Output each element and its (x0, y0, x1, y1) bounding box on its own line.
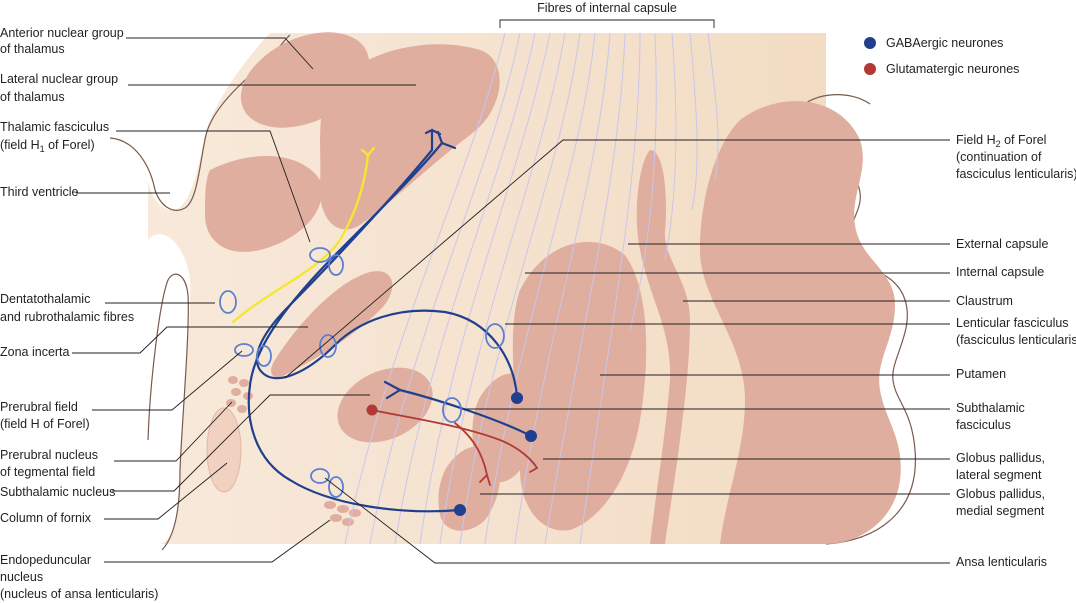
label-field-h2-1: Field H2 of Forel (956, 133, 1046, 149)
glutamatergic-pathway (371, 409, 538, 486)
label-ansa-lenticularis: Ansa lenticularis (956, 555, 1047, 569)
left-labels: Anterior nuclear group of thalamus Later… (0, 26, 416, 601)
medial-thalamus (205, 156, 322, 252)
label-prerubral-field-1: Prerubral field (0, 400, 78, 414)
gaba-neurone-1 (511, 392, 523, 404)
legend-gaba-swatch (864, 37, 876, 49)
lateral-nucleus (319, 44, 500, 230)
fibre-bundle-rings (219, 247, 505, 498)
label-prerubral-nucleus-2: of tegmental field (0, 465, 95, 479)
internal-capsule-header: Fibres of internal capsule (537, 1, 677, 15)
label-subthalamic-fasc-2: fasciculus (956, 418, 1011, 432)
label-gp-medial-1: Globus pallidus, (956, 487, 1045, 501)
label-field-h2-3: fasciculus lenticularis) (956, 167, 1076, 181)
fornix-outline (147, 273, 189, 551)
legend: GABAergic neurones Glutamatergic neurone… (864, 36, 1019, 76)
legend-glut-swatch (864, 63, 876, 75)
label-subthalamic-fasc-1: Subthalamic (956, 401, 1025, 415)
label-subthalamic-nucleus: Subthalamic nucleus (0, 485, 115, 499)
gaba-neurone-3 (454, 504, 466, 516)
label-prerubral-field-2: (field H of Forel) (0, 417, 90, 431)
label-putamen: Putamen (956, 367, 1006, 381)
label-zona-incerta: Zona incerta (0, 345, 70, 359)
internal-capsule-bracket (499, 19, 715, 28)
label-column-of-fornix: Column of fornix (0, 511, 92, 525)
label-lateral-nuclear-1: Lateral nuclear group (0, 72, 118, 86)
label-gp-medial-2: medial segment (956, 504, 1045, 518)
label-lateral-nuclear-2: of thalamus (0, 90, 65, 104)
insula-shape (700, 101, 901, 545)
dentatothalamic-tract (231, 153, 370, 324)
label-field-h2-2: (continuation of (956, 150, 1042, 164)
putamen-shape (512, 241, 647, 531)
glut-neurone (366, 404, 378, 416)
label-third-ventricle: Third ventricle (0, 185, 79, 199)
third-ventricle-space (148, 33, 270, 211)
label-lenticular-fasc-2: (fasciculus lenticularis) (956, 333, 1076, 347)
label-internal-capsule: Internal capsule (956, 265, 1044, 279)
column-of-fornix-shape (206, 407, 242, 493)
endopeduncular-nucleus-dots (324, 501, 361, 526)
label-endopeduncular-1: Endopeduncular (0, 553, 91, 567)
zona-incerta-shape (271, 271, 393, 378)
label-endopeduncular-3: (nucleus of ansa lenticularis) (0, 587, 158, 601)
label-anterior-nuclear-1: Anterior nuclear group (0, 26, 124, 40)
internal-capsule-fibres (344, 32, 719, 545)
nuclei (205, 32, 901, 545)
dentatothalamic-terminal (360, 146, 376, 157)
label-endopeduncular-2: nucleus (0, 570, 43, 584)
label-gp-lateral-1: Globus pallidus, (956, 451, 1045, 465)
label-dentatothalamic-1: Dentatothalamic (0, 292, 90, 306)
label-anterior-nuclear-2: of thalamus (0, 42, 65, 56)
label-dentatothalamic-2: and rubrothalamic fibres (0, 310, 134, 324)
legend-gaba-label: GABAergic neurones (886, 36, 1003, 50)
claustrum-shape (636, 150, 690, 544)
gaba-neurone-2 (525, 430, 537, 442)
label-lenticular-fasc-1: Lenticular fasciculus (956, 316, 1069, 330)
right-labels: Field H2 of Forel (continuation of fasci… (284, 133, 1076, 569)
label-claustrum: Claustrum (956, 294, 1013, 308)
legend-glut-label: Glutamatergic neurones (886, 62, 1019, 76)
label-gp-lateral-2: lateral segment (956, 468, 1042, 482)
label-external-capsule: External capsule (956, 237, 1048, 251)
label-prerubral-nucleus-1: Prerubral nucleus (0, 448, 98, 462)
label-field-h1: (field H1 of Forel) (0, 138, 95, 154)
label-thalamic-fasciculus: Thalamic fasciculus (0, 120, 109, 134)
